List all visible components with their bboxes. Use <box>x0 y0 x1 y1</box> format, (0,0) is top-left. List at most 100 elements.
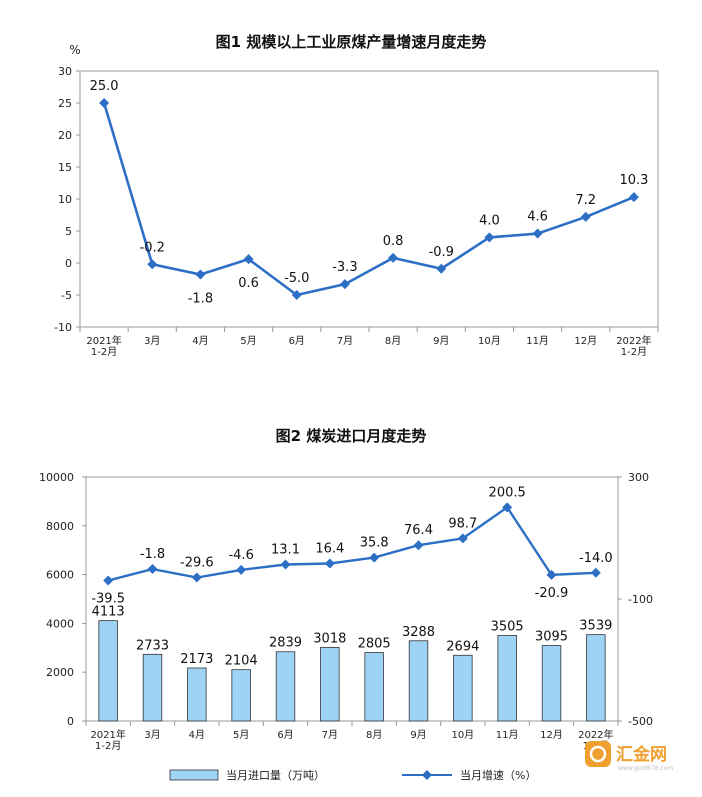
chart-1-point-1 <box>147 259 158 270</box>
chart-2-bar-4 <box>275 651 296 722</box>
chart-1-label-10: 7.2 <box>575 193 596 208</box>
chart-2: 图2 煤炭进口月度走势 10000 8000 6000 4000 2000 0 300 -1… <box>39 427 653 782</box>
chart-1-x-tick-2: 4月 <box>192 335 208 347</box>
chart-2-bar-7 <box>408 640 429 722</box>
chart-2-point-2 <box>191 572 202 583</box>
chart-1-label-1: -0.2 <box>140 240 165 255</box>
chart-1-label-11: 10.3 <box>619 173 648 188</box>
chart-1-point-9 <box>532 228 543 239</box>
chart-2-x-tick-9: 11月 <box>496 729 519 741</box>
chart-1-y-tick-2: 20 <box>58 129 72 142</box>
chart-2-point-10 <box>546 569 557 580</box>
chart-1-x-tick-8: 10月 <box>478 335 501 347</box>
legend-line-label: 当月增速（%） <box>460 768 536 782</box>
chart-2-bar-8 <box>453 654 473 722</box>
chart-1-x-tick-3: 5月 <box>240 335 256 347</box>
chart-1-point-4 <box>291 290 302 300</box>
chart-2-line-label-7: 76.4 <box>404 523 433 538</box>
watermark-text: 汇金网 <box>616 744 667 765</box>
chart-2-x-tick-0: 2021年 1-2月 <box>90 728 125 752</box>
chart-1-line <box>102 102 635 297</box>
chart-2-bar-label-10: 3095 <box>535 629 568 644</box>
watermark-logo-ring <box>589 745 607 763</box>
chart-2-x-tick-6: 8月 <box>366 729 382 741</box>
chart-2-line-labels: -39.5 -1.8 -29.6 -4.6 13.1 16.4 35.8 76.4 98.7 20… <box>91 485 612 606</box>
chart-1-x-tick-5: 7月 <box>337 335 353 347</box>
chart-2-line-label-2: -29.6 <box>180 556 214 571</box>
chart-1-point-2 <box>195 269 206 280</box>
chart-1: 图1 规模以上工业原煤产量增速月度走势 % 302520151050-5-10 … <box>54 33 659 358</box>
chart-2-bar-label-1: 2733 <box>136 638 169 653</box>
chart-2-point-8 <box>457 533 468 544</box>
chart-2-left-y-tick-3: 4000 <box>46 617 74 630</box>
chart-1-point-11 <box>628 192 639 203</box>
chart-1-x-tick-10: 12月 <box>574 335 597 347</box>
chart-2-bar-1 <box>142 653 163 722</box>
chart-1-plot-frame <box>79 70 659 328</box>
chart-1-label-2: -1.8 <box>188 292 213 307</box>
chart-1-x-tick-1: 3月 <box>144 335 160 347</box>
chart-2-bar-label-6: 2805 <box>358 637 391 652</box>
chart-2-bar-label-2: 2173 <box>180 652 213 667</box>
chart-2-x-tick-8: 10月 <box>451 729 474 741</box>
chart-2-axes <box>82 476 622 726</box>
chart-2-legend: 当月进口量（万吨） 当月增速（%） <box>169 768 536 782</box>
chart-2-line-label-4: 13.1 <box>271 543 300 558</box>
chart-2-line-label-11: -14.0 <box>579 551 613 566</box>
chart-1-y-tick-1: 25 <box>58 97 72 110</box>
chart-2-x-tick-10: 12月 <box>540 729 563 741</box>
chart-2-bar-label-9: 3505 <box>491 619 524 634</box>
legend-bar-label: 当月进口量（万吨） <box>226 768 325 782</box>
chart-2-line-label-9: 200.5 <box>489 485 526 500</box>
chart-2-line-label-10: -20.9 <box>535 586 569 601</box>
chart-2-left-y-tick-4: 2000 <box>46 666 74 679</box>
chart-2-bar-label-7: 3288 <box>402 625 435 640</box>
chart-2-x-tick-3: 5月 <box>233 729 249 741</box>
chart-1-point-5 <box>339 279 350 290</box>
chart-1-label-4: -5.0 <box>284 271 309 286</box>
chart-1-y-tick-6: 0 <box>65 257 72 270</box>
chart-1-x-tick-4: 6月 <box>289 335 305 347</box>
chart-2-point-9 <box>502 502 513 513</box>
chart-2-x-tick-4: 6月 <box>277 729 293 741</box>
legend-line-marker <box>422 770 432 780</box>
chart-1-y-tick-7: -5 <box>61 289 72 302</box>
chart-1-x-tick-0: 2021年 1-2月 <box>86 334 121 358</box>
chart-1-data-labels: 25.0 -0.2 -1.8 0.6 -5.0 -3.3 0.8 -0.9 4.0 4.6 7.2 1… <box>90 79 649 307</box>
chart-2-right-y-ticks: 300 -100 -500 <box>628 471 653 728</box>
chart-1-ylabel: % <box>69 43 80 57</box>
chart-1-line-series <box>102 102 635 297</box>
chart-2-bar-label-5: 3018 <box>313 631 346 646</box>
chart-2-line-label-8: 98.7 <box>448 516 477 531</box>
chart-1-y-ticks: 30 25 20 15 10 5 0 -5 -10 <box>54 65 72 334</box>
chart-1-y-tick-0: 30 <box>58 65 72 78</box>
chart-1-label-5: -3.3 <box>332 260 357 275</box>
chart-2-x-tick-2: 4月 <box>189 729 205 741</box>
chart-2-left-y-tick-2: 6000 <box>46 569 74 582</box>
chart-1-label-3: 0.6 <box>238 276 259 291</box>
chart-1-y-tick-5: 5 <box>65 225 72 238</box>
chart-2-left-y-tick-5: 0 <box>67 715 74 728</box>
chart-2-line-label-6: 35.8 <box>360 536 389 551</box>
chart-2-points <box>103 502 601 586</box>
chart-2-x-tick-5: 7月 <box>322 729 338 741</box>
chart-1-title: 图1 规模以上工业原煤产量增速月度走势 <box>216 33 487 51</box>
chart-2-bar-11 <box>586 634 606 722</box>
chart-1-label-6: 0.8 <box>383 234 404 249</box>
chart-2-point-6 <box>369 552 380 563</box>
chart-2-point-3 <box>236 564 247 575</box>
chart-2-left-y-tick-1: 8000 <box>46 520 74 533</box>
chart-1-point-10 <box>580 211 591 222</box>
chart-1-point-7 <box>436 263 447 274</box>
watermark: 汇金网 www.gold678.com <box>585 741 673 772</box>
chart-1-label-0: 25.0 <box>90 79 119 94</box>
legend-bar-swatch <box>169 769 219 781</box>
chart-2-bar-labels: 4113 2733 2173 2104 2839 3018 2805 3288 2694 3505… <box>92 605 613 669</box>
chart-2-bar-6 <box>364 652 384 722</box>
chart-1-point-0 <box>99 98 110 108</box>
chart-1-x-tick-9: 11月 <box>526 335 549 347</box>
chart-1-y-tick-8: -10 <box>54 321 72 334</box>
chart-2-right-y-tick-1: -100 <box>628 593 653 606</box>
chart-2-line-label-1: -1.8 <box>140 547 165 562</box>
